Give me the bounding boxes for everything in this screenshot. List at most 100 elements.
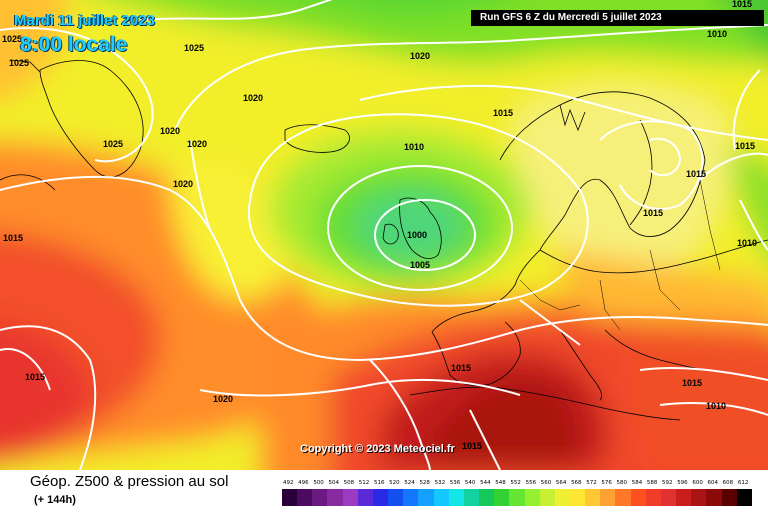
isobar-label: 1025 (184, 43, 204, 53)
scale-label: 568 (571, 480, 582, 486)
scale-swatch (342, 489, 358, 506)
scale-swatch (706, 489, 722, 506)
isobar-label: 1020 (213, 394, 233, 404)
scale-label: 500 (313, 480, 324, 486)
coastlines (0, 59, 768, 421)
scale-label: 572 (586, 480, 597, 486)
isobar-label: 1025 (103, 139, 123, 149)
isobar-label: 1015 (25, 372, 45, 382)
isobar-label: 1015 (732, 0, 752, 9)
isobar-label: 1010 (706, 401, 726, 411)
scale-label: 580 (616, 480, 628, 486)
scale-label: 588 (646, 480, 658, 486)
isobar-label: 1015 (682, 378, 702, 388)
scale-label: 584 (631, 480, 643, 486)
isobar-label: 1010 (404, 142, 424, 152)
isobars (0, 0, 768, 470)
scale-swatch (463, 489, 480, 506)
scale-label: 564 (555, 480, 567, 486)
scale-label: 552 (510, 480, 521, 486)
copyright-text: Copyright © 2023 Meteociel.fr (300, 443, 455, 455)
scale-swatch (479, 489, 495, 506)
scale-swatch (569, 489, 586, 506)
isobar-labels: 1025 1025 1025 1025 1020 1020 1020 1020 … (2, 0, 757, 451)
isobar-label: 1020 (187, 139, 207, 149)
isobar-label: 1005 (410, 260, 430, 270)
scale-label: 516 (373, 480, 385, 486)
scale-swatch (524, 489, 540, 506)
isobar-label: 1010 (737, 238, 757, 248)
scale-swatch (660, 489, 677, 506)
scale-swatch (297, 489, 313, 506)
z500-color-field (0, 0, 768, 470)
isobar-label: 1015 (643, 208, 663, 218)
geopotential-field: 1025 1025 1025 1025 1020 1020 1020 1020 … (0, 0, 768, 470)
weather-map: 1025 1025 1025 1025 1020 1020 1020 1020 … (0, 0, 768, 470)
scale-swatch (433, 489, 449, 506)
scale-swatch (554, 489, 570, 506)
scale-swatch (357, 489, 373, 506)
isobar-label: 1020 (160, 126, 180, 136)
forecast-date: Mardi 11 juillet 2023 (14, 12, 155, 29)
scale-label: 576 (601, 480, 612, 486)
scale-swatch (615, 489, 631, 506)
model-run-info: Run GFS 6 Z du Mercredi 5 juillet 2023 (471, 10, 764, 26)
scale-label: 492 (283, 480, 294, 486)
scale-label: 612 (737, 480, 749, 486)
scale-label: 520 (389, 480, 400, 486)
scale-label: 508 (343, 480, 355, 486)
scale-swatch (418, 489, 434, 506)
scale-swatch (721, 489, 737, 506)
isobar-label: 1025 (9, 58, 29, 68)
map-title: Géop. Z500 & pression au sol (30, 473, 229, 490)
scale-label: 608 (722, 480, 734, 486)
scale-swatch (676, 489, 692, 506)
scale-label: 532 (434, 480, 446, 486)
forecast-time: 8:00 locale (20, 33, 128, 56)
scale-swatch (691, 489, 707, 506)
isobar-label: 1020 (243, 93, 263, 103)
scale-swatch (327, 489, 343, 506)
isobar-label: 1015 (451, 363, 471, 373)
scale-label: 536 (449, 480, 461, 486)
scale-label: 548 (495, 480, 506, 486)
scale-swatch (282, 489, 298, 506)
scale-label: 600 (692, 480, 703, 486)
scale-label: 524 (404, 480, 415, 486)
scale-swatch (585, 489, 601, 506)
scale-swatch (448, 489, 464, 506)
isobar-label: 1020 (410, 51, 430, 61)
isobar-label: 1010 (707, 29, 727, 39)
scale-label: 544 (480, 480, 491, 486)
scale-label: 604 (707, 480, 719, 486)
scale-swatch (600, 489, 616, 506)
scale-label: 596 (677, 480, 688, 486)
isobar-label: 1015 (493, 108, 513, 118)
scale-swatch (630, 489, 646, 506)
scale-swatch (312, 489, 328, 506)
color-scale-legend (282, 489, 752, 506)
isobar-label: 1015 (686, 169, 706, 179)
scale-label: 512 (358, 480, 370, 486)
color-scale-labels: 492 496 500 504 508 512 516 520 524 528 532 536 540 5… (282, 480, 752, 488)
isobar-label: 1015 (735, 141, 755, 151)
scale-swatch (645, 489, 661, 506)
isobar-label: 1020 (173, 179, 193, 189)
scale-label: 528 (419, 480, 430, 486)
isobar-label: 1015 (462, 441, 482, 451)
scale-label: 540 (464, 480, 476, 486)
isobar-label: 1000 (407, 230, 427, 240)
scale-label: 592 (662, 480, 673, 486)
scale-label: 496 (298, 480, 309, 486)
scale-swatch (494, 489, 510, 506)
scale-swatch (372, 489, 389, 506)
scale-label: 556 (525, 480, 537, 486)
scale-swatch (736, 489, 752, 506)
scale-label: 560 (540, 480, 552, 486)
scale-swatch (388, 489, 404, 506)
isobar-label: 1015 (3, 233, 23, 243)
scale-label: 504 (328, 480, 339, 486)
forecast-lead-time: (+ 144h) (34, 494, 76, 506)
isobar-label: 1025 (2, 34, 22, 44)
scale-swatch (403, 489, 419, 506)
